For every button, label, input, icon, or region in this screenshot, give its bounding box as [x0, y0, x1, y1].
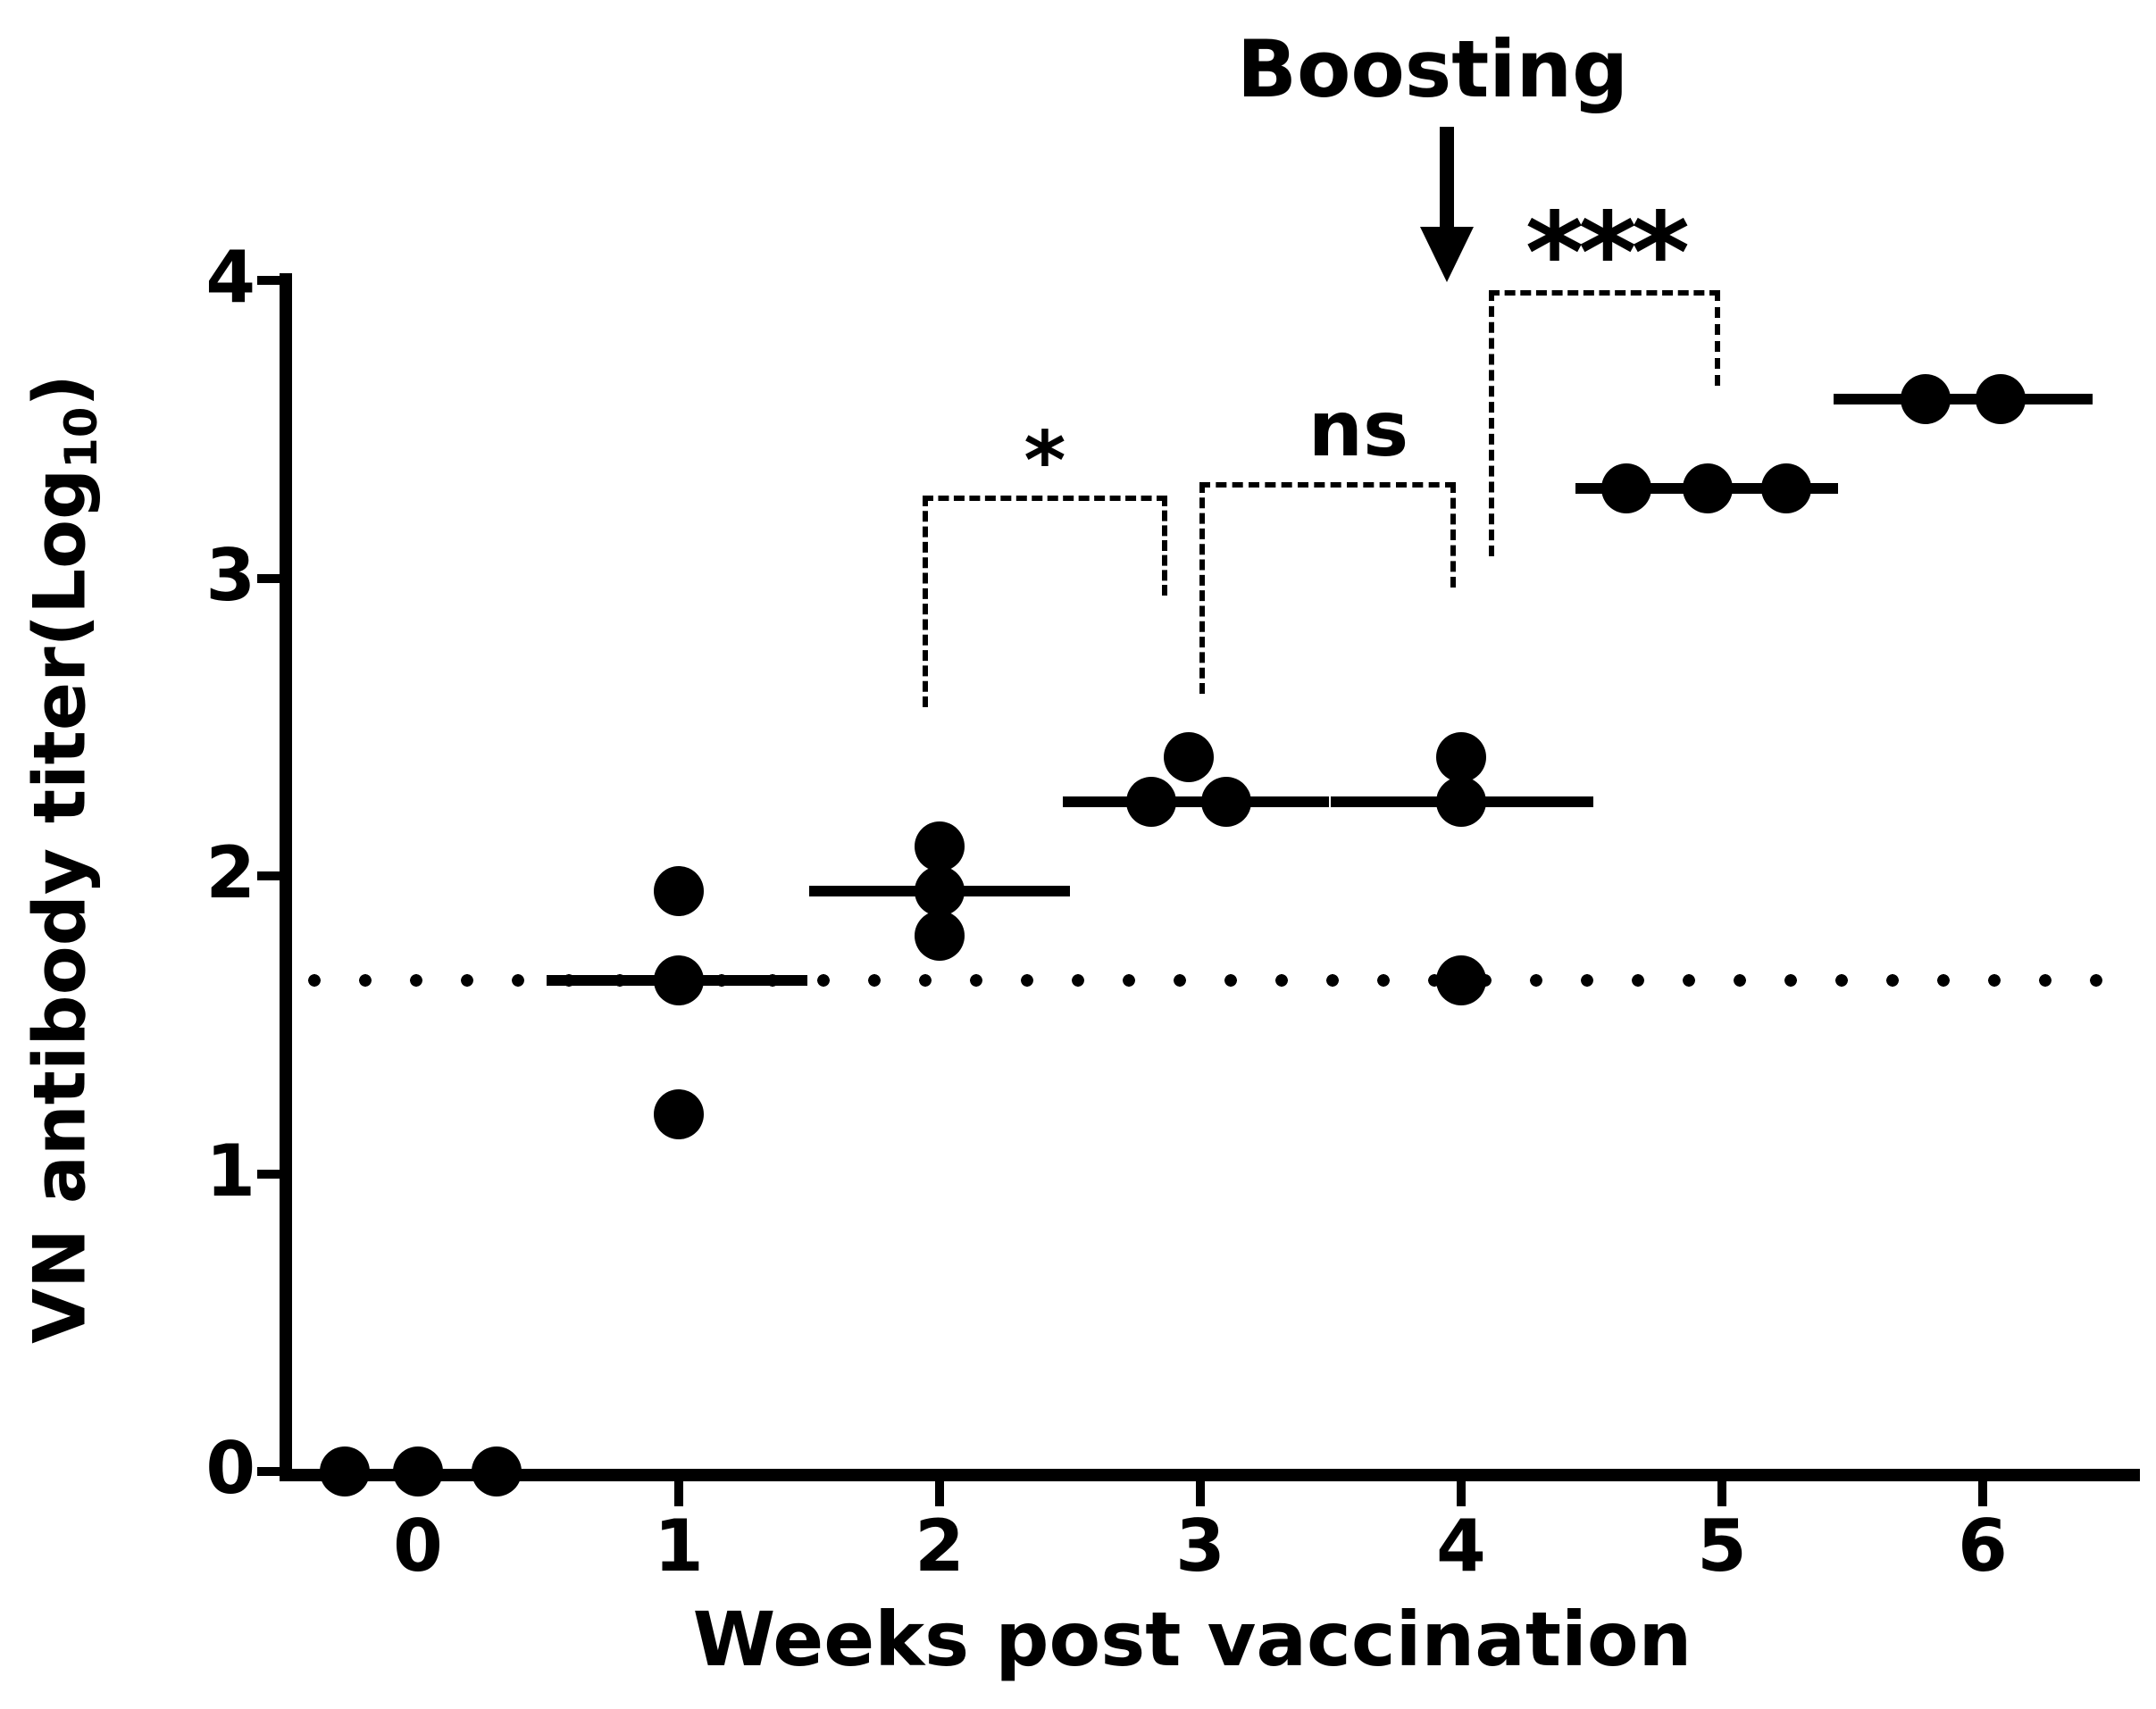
sig-label: ***	[1525, 188, 1690, 319]
y-axis-tick	[257, 276, 286, 285]
sig-bracket-top	[1199, 482, 1456, 488]
data-point	[1436, 955, 1486, 1005]
x-axis-tick	[935, 1481, 944, 1506]
x-tick-label: 4	[1436, 1505, 1486, 1588]
boosting-arrow-shaft	[1440, 127, 1454, 227]
data-point	[1682, 463, 1733, 514]
boosting-label: Boosting	[1236, 23, 1629, 115]
x-tick-label: 0	[393, 1505, 443, 1588]
y-axis-tick	[257, 1467, 286, 1476]
data-point	[320, 1446, 371, 1496]
y-axis-tick	[257, 871, 286, 880]
data-point	[654, 1088, 704, 1139]
sig-bracket-top	[1488, 290, 1720, 296]
y-axis-title-close: )	[18, 374, 102, 407]
y-axis-title-text: VN antibody titer(Log	[18, 468, 102, 1344]
sig-label: *	[1024, 414, 1066, 509]
median-line	[1833, 394, 2093, 405]
sig-bracket-top	[923, 496, 1167, 502]
y-tick-label: 0	[205, 1426, 255, 1510]
x-tick-label: 2	[915, 1505, 965, 1588]
data-point	[1760, 463, 1811, 514]
sig-label: ns	[1308, 384, 1409, 474]
data-point	[1436, 731, 1486, 782]
y-axis-title-subscript: 10	[55, 406, 108, 469]
sig-bracket-right-leg	[1714, 290, 1720, 387]
median-line	[1063, 796, 1329, 807]
x-tick-label: 5	[1697, 1505, 1747, 1588]
boosting-arrowhead-icon	[1420, 227, 1474, 282]
y-tick-label: 2	[205, 830, 255, 914]
x-axis-line	[280, 1469, 2140, 1481]
x-axis-tick	[1978, 1481, 1987, 1506]
y-axis-title: VN antibody titer(Log10)	[18, 374, 108, 1344]
x-axis-tick	[1196, 1481, 1205, 1506]
data-point	[915, 865, 965, 916]
sig-bracket-left-leg	[1488, 290, 1494, 556]
data-point	[393, 1446, 443, 1496]
sig-bracket-right-leg	[1161, 496, 1167, 596]
x-axis-tick	[1717, 1481, 1726, 1506]
y-tick-label: 3	[205, 533, 255, 617]
x-axis-tick	[674, 1481, 683, 1506]
x-tick-label: 6	[1958, 1505, 2008, 1588]
data-point	[654, 955, 704, 1005]
data-point	[1201, 776, 1252, 827]
sig-bracket-right-leg	[1450, 482, 1456, 588]
sig-bracket-left-leg	[923, 496, 929, 707]
y-tick-label: 4	[205, 235, 255, 319]
data-point	[1601, 463, 1652, 514]
x-tick-label: 3	[1175, 1505, 1225, 1588]
data-point	[1900, 374, 1951, 425]
data-point	[1976, 374, 2026, 425]
y-tick-label: 1	[205, 1129, 255, 1213]
data-point	[915, 821, 965, 871]
y-axis-tick	[257, 573, 286, 583]
x-tick-label: 1	[654, 1505, 704, 1588]
data-point	[471, 1446, 522, 1496]
data-point	[915, 910, 965, 961]
y-axis-tick	[257, 1169, 286, 1179]
data-point	[1163, 731, 1214, 782]
data-point	[654, 865, 704, 916]
data-point	[1436, 776, 1486, 827]
data-point	[1125, 776, 1176, 827]
x-axis-title: Weeks post vaccination	[692, 1596, 1692, 1683]
sig-bracket-left-leg	[1199, 482, 1206, 694]
x-axis-tick	[1457, 1481, 1466, 1506]
